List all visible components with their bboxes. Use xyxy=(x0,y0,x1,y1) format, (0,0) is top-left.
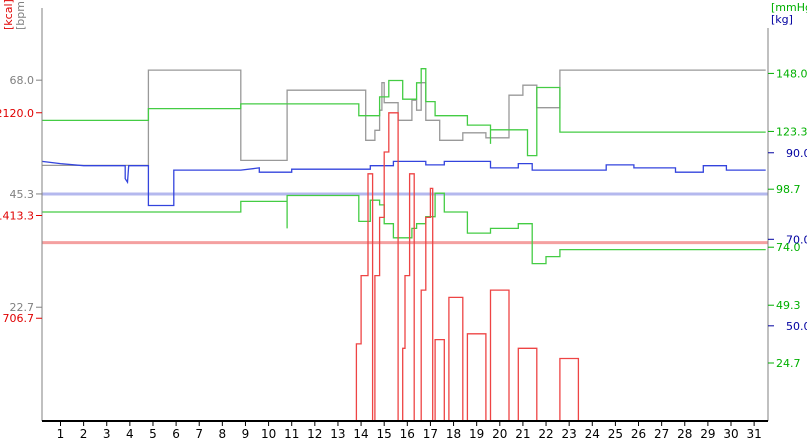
bpm-tick-label: 45.3 xyxy=(10,188,35,201)
mmhg-tick-label: 49.3 xyxy=(776,299,801,312)
kg-tick-label: 50.0 xyxy=(786,320,807,333)
x-tick-label: 10 xyxy=(261,427,276,441)
bpm-tick-label: 68.0 xyxy=(10,74,35,87)
reference-lines xyxy=(42,192,768,245)
tick-labels: 706.7 1413.3 2120.0 22.7 45.3 68.0 24.7 49.3 74.… xyxy=(0,67,807,441)
series-bpm-0 xyxy=(42,69,766,167)
bpm-tick-label: 22.7 xyxy=(10,301,35,314)
mmhg-tick-label: 74.0 xyxy=(776,241,801,254)
x-tick-label: 9 xyxy=(242,427,250,441)
mmhg-tick-label: 123.3 xyxy=(776,125,807,138)
x-tick-label: 19 xyxy=(469,427,484,441)
x-tick-label: 23 xyxy=(562,427,577,441)
series-kg-3 xyxy=(41,160,766,207)
mmhg-tick-label: 148.0 xyxy=(776,67,807,80)
x-tick-label: 2 xyxy=(80,427,88,441)
x-tick-label: 18 xyxy=(446,427,461,441)
kg-tick-label: 70.0 xyxy=(786,233,807,246)
x-tick-label: 15 xyxy=(377,427,392,441)
x-tick-label: 31 xyxy=(746,427,761,441)
kcal-tick-label: 2120.0 xyxy=(0,107,34,120)
x-tick-label: 28 xyxy=(677,427,692,441)
kcal-axis-label: [kcal] xyxy=(2,0,15,30)
kg-tick-label: 90.0 xyxy=(786,147,807,160)
bpm-axis-label: [bpm] xyxy=(14,0,27,30)
x-tick-label: 6 xyxy=(172,427,180,441)
kcal-tick-label: 1413.3 xyxy=(0,210,34,223)
series-mmhg-1 xyxy=(42,68,766,157)
mmhg-axis-label: [mmHg] xyxy=(771,1,807,14)
x-tick-label: 3 xyxy=(103,427,111,441)
series-mmhg-2 xyxy=(42,192,766,265)
x-tick-label: 16 xyxy=(400,427,415,441)
x-tick-label: 22 xyxy=(538,427,553,441)
mmhg-tick-label: 24.7 xyxy=(776,357,801,370)
x-tick-label: 21 xyxy=(515,427,530,441)
x-tick-label: 24 xyxy=(585,427,600,441)
kcal-tick-label: 706.7 xyxy=(3,312,35,325)
x-tick-label: 4 xyxy=(126,427,134,441)
series-kcal-4 xyxy=(42,112,766,422)
axes-layer: [kcal] [bpm] [mmHg] [kg] xyxy=(2,0,807,422)
x-tick-label: 26 xyxy=(631,427,646,441)
x-tick-label: 29 xyxy=(700,427,715,441)
x-tick-label: 13 xyxy=(330,427,345,441)
x-tick-label: 25 xyxy=(608,427,623,441)
x-tick-label: 1 xyxy=(57,427,65,441)
mmhg-tick-label: 98.7 xyxy=(776,183,801,196)
series-layer xyxy=(41,68,766,422)
x-tick-label: 20 xyxy=(492,427,507,441)
x-tick-label: 30 xyxy=(723,427,738,441)
x-tick-label: 17 xyxy=(423,427,438,441)
x-tick-label: 12 xyxy=(307,427,322,441)
x-tick-label: 8 xyxy=(219,427,227,441)
x-tick-label: 11 xyxy=(284,427,299,441)
x-tick-label: 7 xyxy=(195,427,203,441)
kg-axis-label: [kg] xyxy=(771,13,793,26)
x-tick-label: 5 xyxy=(149,427,157,441)
x-tick-label: 27 xyxy=(654,427,669,441)
x-tick-label: 14 xyxy=(353,427,368,441)
